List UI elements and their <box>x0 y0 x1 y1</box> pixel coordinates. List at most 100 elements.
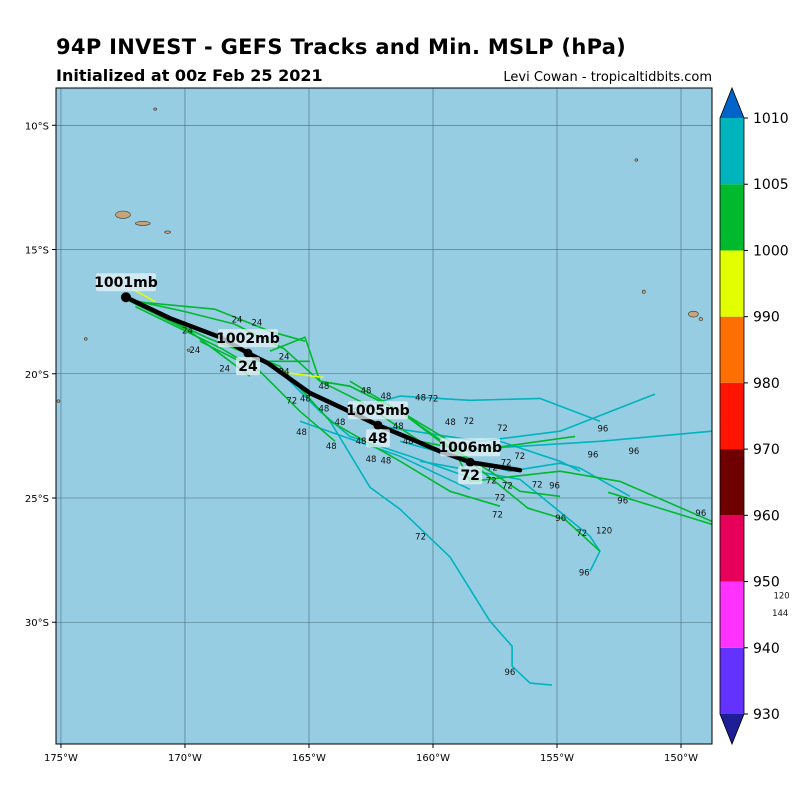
map-frame <box>55 87 713 745</box>
mean-mslp-label: 1006mb <box>438 440 502 456</box>
forecast-hour-label: 144 <box>772 609 788 619</box>
forecast-hour-label: 48 <box>380 457 391 467</box>
forecast-hour-label: 72 <box>514 452 525 462</box>
colorbar-tick-label: 1010 <box>753 111 789 127</box>
mean-track-labels: 1001mb 1002mb 24 1005mb 48 1006mb 72 <box>94 273 502 485</box>
lat-tick-label: 25°S <box>25 494 49 505</box>
island <box>164 230 171 234</box>
mean-hour-label: 24 <box>238 359 258 375</box>
credit-text: Levi Cowan - tropicaltidbits.com <box>503 70 712 85</box>
forecast-hour-label: 48 <box>445 418 456 428</box>
colorbar-tick-label: 970 <box>753 442 780 458</box>
colorbar-tick-label: 930 <box>753 707 780 723</box>
forecast-hour-label: 72 <box>415 533 426 543</box>
island <box>688 310 699 318</box>
forecast-hour-label: 48 <box>300 395 311 405</box>
colorbar-bin <box>720 184 744 251</box>
forecast-hour-label: 120 <box>596 526 612 536</box>
mean-track-point <box>465 457 475 467</box>
colorbar-tick-label: 940 <box>753 641 780 657</box>
lat-tick-label: 30°S <box>25 618 49 629</box>
lat-tick-label: 10°S <box>25 121 49 132</box>
colorbar-over-arrow <box>720 88 744 118</box>
lon-tick-label: 150°W <box>664 753 698 764</box>
member-track-line <box>129 300 306 342</box>
island <box>186 348 191 352</box>
hour-label-box <box>235 357 260 376</box>
forecast-hour-label: 72 <box>486 477 497 487</box>
colorbar-bin <box>720 449 744 516</box>
colorbar-tick-label: 950 <box>753 575 780 591</box>
forecast-hour-label: 72 <box>463 417 474 427</box>
colorbar-tick-label: 990 <box>753 310 780 326</box>
island <box>153 107 158 111</box>
mslp-label-box <box>95 273 156 292</box>
lat-tick-label: 20°S <box>25 370 49 381</box>
forecast-hour-label: 72 <box>487 463 498 473</box>
mslp-label-box <box>347 401 408 420</box>
mslp-label-box <box>217 329 278 348</box>
forecast-hour-label: 48 <box>296 428 307 438</box>
axis-labels: 175°W 170°W 165°W 160°W 155°W 150°W 10°S 15°S 20… <box>25 121 698 764</box>
member-track-line <box>132 288 156 303</box>
colorbar-bin <box>720 250 744 317</box>
colorbar-bin <box>720 581 744 648</box>
forecast-hour-label: 24 <box>279 352 290 362</box>
forecast-hour-label: 96 <box>628 447 639 457</box>
colorbar-tick-label: 960 <box>753 508 780 524</box>
forecast-hour-label: 48 <box>356 437 367 447</box>
gridlines <box>56 88 712 744</box>
mean-mslp-label: 1005mb <box>346 403 410 419</box>
forecast-hour-label: 72 <box>501 459 512 469</box>
colorbar-tick-label: 1005 <box>753 177 789 193</box>
forecast-hour-label: 48 <box>318 405 329 415</box>
forecast-hour-label: 24 <box>232 315 243 325</box>
forecast-hour-label: 96 <box>549 482 560 492</box>
member-track-line <box>329 420 553 686</box>
forecast-hour-label: 96 <box>555 514 566 524</box>
mslp-colorbar: 1010 1005 1000 990 980 970 960 950 940 930 <box>719 86 789 746</box>
forecast-hour-label: 96 <box>588 451 599 461</box>
init-time-subtitle: Initialized at 00z Feb 25 2021 <box>56 66 323 85</box>
mean-mslp-label: 1001mb <box>94 275 158 291</box>
hour-label-box <box>458 466 483 485</box>
forecast-hour-label: 72 <box>576 529 587 539</box>
forecast-hour-label: 24 <box>189 346 200 356</box>
island <box>135 221 151 226</box>
lon-tick-label: 165°W <box>292 753 326 764</box>
member-track-line <box>284 371 324 379</box>
forecast-hour-label: 96 <box>579 569 590 579</box>
member-track-line <box>349 380 712 523</box>
mean-hour-label: 48 <box>368 431 387 447</box>
forecast-hour-label: 96 <box>617 496 628 506</box>
member-track-line <box>299 420 471 491</box>
forecast-hour-label: 96 <box>597 424 608 434</box>
forecast-hour-label: 120 <box>773 591 789 601</box>
page-title: 94P INVEST - GEFS Tracks and Min. MSLP (… <box>56 35 627 59</box>
lon-tick-label: 170°W <box>168 753 202 764</box>
mean-track-point <box>120 292 131 303</box>
mean-mslp-label: 1002mb <box>216 331 280 347</box>
colorbar-under-arrow <box>720 714 744 744</box>
forecast-hour-label: 48 <box>318 382 329 392</box>
member-track-line <box>607 491 712 526</box>
colorbar-tick-label: 1000 <box>753 243 789 259</box>
forecast-hour-label: 48 <box>366 455 377 465</box>
forecast-hour-label: 48 <box>326 442 337 452</box>
mean-track-point <box>373 420 383 430</box>
island <box>115 210 131 219</box>
mslp-label-box <box>440 438 501 457</box>
ensemble-member-tracks <box>127 288 712 686</box>
lon-tick-label: 155°W <box>540 753 574 764</box>
colorbar-tick-label: 980 <box>753 376 780 392</box>
hour-label-box <box>365 429 390 448</box>
forecast-hour-label: 24 <box>219 364 230 374</box>
lon-tick-label: 175°W <box>44 753 78 764</box>
forecast-hour-label: 72 <box>492 511 503 521</box>
island <box>641 289 646 294</box>
island <box>698 317 703 321</box>
colorbar-bin <box>720 515 744 582</box>
forecast-hour-label: 96 <box>695 509 706 519</box>
